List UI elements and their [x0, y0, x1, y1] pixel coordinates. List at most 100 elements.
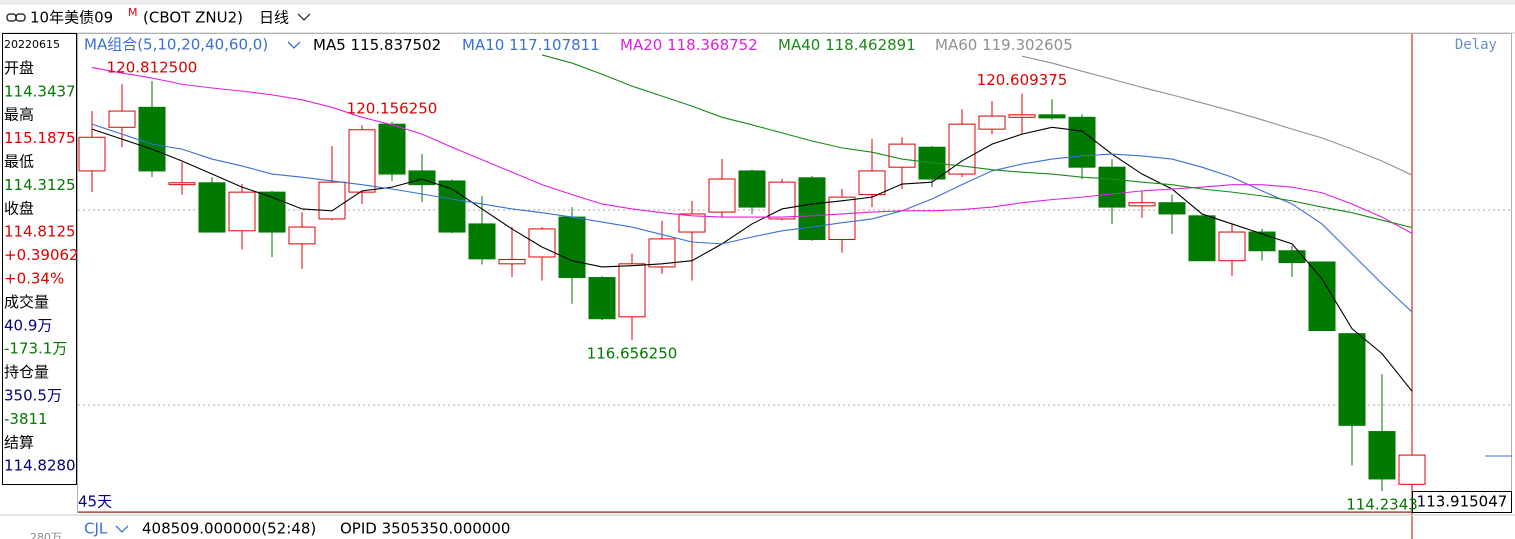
candle-body: [858, 170, 886, 196]
info-item: 最高: [4, 106, 34, 124]
candle-body: [708, 178, 736, 213]
candle-body: [288, 226, 316, 245]
indicator-selector[interactable]: CJL: [84, 520, 108, 538]
legend-name: MA40: [778, 36, 820, 54]
legend-value: 118.368752: [667, 36, 758, 54]
candle-body: [1248, 231, 1276, 252]
info-item: 持仓量: [4, 363, 49, 381]
candle-body: [258, 191, 286, 233]
legend-name: MA10: [462, 36, 504, 54]
info-item: 114.8280: [4, 457, 76, 475]
delay-label: Delay: [1455, 37, 1497, 53]
candle-body: [1368, 431, 1396, 480]
info-item: 114.3125: [4, 176, 76, 194]
extreme-label: 116.656250: [587, 345, 678, 363]
legend-name: MA20: [620, 36, 662, 54]
scale-label: 280万: [30, 531, 62, 539]
candle-body: [1158, 202, 1186, 215]
info-item: 最低: [4, 153, 34, 171]
legend-entry: MA60 119.302605: [935, 36, 1073, 54]
legend-value: 119.302605: [982, 36, 1073, 54]
ma-line: [91, 126, 1413, 392]
candle-body: [1128, 202, 1156, 207]
chevron: [297, 13, 311, 21]
extreme-label: 120.812500: [107, 58, 198, 76]
link-icon: [6, 13, 26, 22]
instrument-title: 10年美债09: [30, 9, 113, 27]
candle-body: [1338, 333, 1366, 426]
info-item: 114.8125: [4, 223, 76, 241]
legend-entry: MA10 117.107811: [462, 36, 600, 54]
candle-body: [978, 115, 1006, 130]
candle-body: [1398, 454, 1426, 485]
candle-body: [1038, 114, 1066, 119]
info-item: 20220615: [4, 38, 60, 51]
info-item: 40.9万: [4, 316, 52, 334]
candle-body: [1278, 250, 1306, 264]
info-item: +0.34%: [4, 270, 64, 288]
plot-frame: [77, 33, 1512, 513]
candle-body: [768, 181, 796, 220]
candle-body: [1188, 215, 1216, 262]
badge: M: [128, 6, 138, 19]
ma-line: [541, 54, 1413, 229]
legend-value: 115.837502: [351, 36, 442, 54]
price-box: [1412, 491, 1512, 513]
candle-body: [798, 177, 826, 241]
legend-value: 117.107811: [509, 36, 600, 54]
opid-value: OPID 3505350.000000: [340, 520, 510, 538]
legend-name: MA60: [935, 36, 977, 54]
candle-body: [648, 238, 676, 268]
info-item: 收盘: [4, 199, 34, 217]
candle-body: [528, 228, 556, 258]
ma-group[interactable]: MA组合(5,10,20,40,60,0): [84, 36, 268, 54]
extreme-label: 120.156250: [347, 99, 438, 117]
candle-body: [618, 263, 646, 318]
candle-body: [828, 196, 856, 241]
info-panel: [2, 33, 77, 485]
candle-body: [138, 106, 166, 172]
info-item: 结算: [4, 433, 34, 451]
extreme-label: 120.609375: [977, 71, 1068, 89]
plot-area: [78, 54, 1426, 492]
chevron: [287, 41, 301, 49]
legend-name: MA5: [313, 36, 346, 54]
candle-body: [888, 143, 916, 168]
candle-body: [498, 258, 526, 265]
candle-body: [378, 123, 406, 175]
candle-body: [318, 181, 346, 220]
candle-body: [558, 216, 586, 279]
candle-body: [348, 129, 376, 193]
volume-value: 408509.000000(52:48): [142, 520, 316, 538]
legend-entry: MA20 118.368752: [620, 36, 758, 54]
legend-entry: MA5 115.837502: [313, 36, 441, 54]
candle-body: [1068, 116, 1096, 168]
candle-body: [1308, 261, 1336, 332]
instrument-code[interactable]: (CBOT ZNU2): [143, 9, 243, 27]
candle-body: [168, 182, 196, 186]
top-strip: [0, 0, 1515, 5]
legend-value: 118.462891: [825, 36, 916, 54]
ma-line: [1021, 55, 1413, 176]
candle-body: [678, 213, 706, 233]
info-item: -3811: [4, 410, 48, 428]
legend-entry: MA40 118.462891: [778, 36, 916, 54]
info-item: +0.39062: [4, 246, 79, 264]
ma-line: [91, 123, 1413, 313]
candle-body: [1218, 231, 1246, 262]
candle-body: [468, 223, 496, 260]
info-item: 开盘: [4, 59, 34, 77]
candle-body: [1098, 166, 1126, 208]
info-item: 114.3437: [4, 82, 76, 100]
info-item: 350.5万: [4, 387, 62, 405]
extreme-label: 114.2343: [1346, 496, 1418, 514]
period-selector[interactable]: 日线: [259, 9, 289, 27]
info-item: 115.1875: [4, 129, 76, 147]
period-count: 45天: [78, 493, 112, 511]
candle-body: [198, 182, 226, 233]
candle-body: [78, 136, 106, 172]
candle-body: [228, 191, 256, 232]
info-item: -173.1万: [4, 340, 67, 358]
chevron: [115, 525, 129, 533]
